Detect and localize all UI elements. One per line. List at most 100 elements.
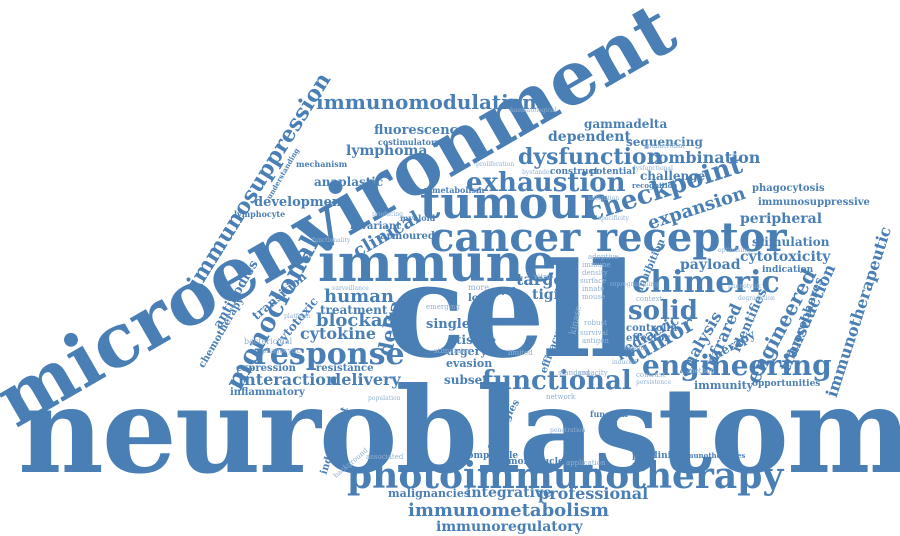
word-immunosuppressive: immunosuppressive	[758, 197, 870, 208]
word-lymphoma: lymphoma	[346, 143, 428, 159]
word-expression: expression	[236, 363, 296, 374]
word-potential: potential	[590, 167, 636, 177]
word-limited: limited	[508, 349, 533, 357]
word-immunotherapies: immunotherapies	[676, 451, 746, 460]
word-lymphocyte: lymphocyte	[234, 209, 286, 219]
word-challenge: challenge	[640, 169, 706, 183]
word-method: method	[688, 367, 715, 375]
word-optimising: optimising	[718, 247, 751, 254]
word-controlin: controlin	[626, 323, 678, 334]
word-surveillance: surveillance	[332, 285, 369, 292]
word-costimulatory: costimulatory	[378, 137, 440, 147]
word-immunometabolism: immunometabolism	[408, 500, 610, 521]
word-peripheral: peripheral	[740, 211, 823, 227]
word-degradation: degradation	[738, 295, 775, 302]
word-antigen: antigen	[582, 337, 609, 345]
word-phenotypic: phenotypic	[728, 283, 762, 290]
word-human: human	[324, 286, 394, 307]
word-producing: producing	[372, 211, 404, 218]
word-surgery: surgery	[440, 345, 487, 358]
word-mononuclear: mononuclear	[508, 457, 575, 467]
word-armoured: armoured	[380, 231, 435, 242]
word-target: target	[516, 270, 571, 289]
word-chimeric: chimeric	[632, 265, 780, 300]
word-immune-small: immune	[582, 261, 611, 269]
word-delivery: delivery	[330, 370, 401, 389]
word-tissue: tissue	[456, 333, 496, 347]
word-mouse: mouse	[582, 293, 606, 301]
word-inflammatory: inflammatory	[230, 387, 305, 398]
word-functional: functional	[482, 366, 632, 396]
word-recognition: recognition	[632, 181, 678, 190]
word-integrative: integrative	[466, 485, 552, 501]
word-platform: platform	[284, 313, 311, 320]
word-robust: robust	[584, 319, 607, 327]
word-preclinical: preclinical	[632, 451, 686, 461]
word-receptor: receptor	[596, 214, 787, 261]
word-survival: survival	[580, 329, 609, 337]
word-evasion: evasion	[446, 357, 493, 370]
word-standard: standard	[558, 369, 590, 377]
word-construct: construct	[550, 167, 599, 177]
word-treatment: treatment	[320, 303, 388, 317]
word-immunoregulatory: immunoregulatory	[436, 519, 583, 535]
word-dysfunctional: dysfunctional	[632, 165, 673, 172]
word-engineering: engineering	[642, 349, 832, 382]
word-tumour: tumour	[420, 178, 604, 229]
word-immunity: immunity	[694, 379, 754, 392]
word-persistence: persistence	[636, 379, 672, 386]
word-cytokine: cytokine	[300, 324, 377, 343]
word-neuroblastoma: neuroblastoma	[18, 361, 900, 500]
word-phagocytosis: phagocytosis	[752, 183, 825, 194]
word-innate: innate	[582, 285, 605, 293]
word-combination: combination	[648, 148, 761, 167]
word-gammadelta: gammadelta	[584, 117, 668, 131]
word-vitro: vitro	[534, 273, 551, 281]
word-opportunities: opportunities	[752, 379, 821, 389]
word-resistance: resistance	[316, 363, 374, 374]
word-function: function	[590, 409, 628, 419]
word-fluorescence: fluorescence	[374, 123, 466, 138]
word-emerging: emerging	[426, 303, 460, 311]
word-cytotoxicity: cytotoxicity	[740, 249, 831, 265]
word-density: density	[582, 269, 608, 277]
word-immunomodulation: immunomodulation	[316, 90, 537, 114]
word-mitigation: mitigation	[588, 195, 620, 202]
word-cancer: cancer	[430, 214, 581, 261]
word-population: population	[368, 395, 401, 402]
word-context: context	[636, 295, 663, 303]
word-sequencing: sequencing	[626, 135, 703, 149]
word-development: development	[254, 195, 348, 210]
word-dysfunction: dysfunction	[518, 144, 663, 170]
word-blockade: blockade	[316, 310, 407, 331]
word-haematological: haematological	[510, 107, 557, 114]
word-response: response	[254, 337, 405, 372]
word-interaction: interaction	[238, 370, 338, 389]
word-novel: novel	[486, 287, 516, 298]
word-bactericidal: bactericidal	[244, 337, 293, 346]
word-solid: solid	[628, 296, 698, 326]
word-induced: induced	[612, 359, 637, 366]
word-associated: associated	[366, 453, 404, 461]
word-local: local	[468, 293, 495, 304]
word-more: more	[468, 283, 489, 292]
word-specificity: specificity	[598, 215, 629, 222]
word-effector: effector	[626, 333, 670, 344]
word-mechanism: mechanism	[296, 159, 348, 169]
word-subset: subset	[444, 373, 488, 387]
word-capacity: capacity	[578, 369, 608, 377]
word-invariant: invariant	[350, 221, 401, 232]
word-antimicrobial: antimicrobial	[644, 143, 685, 150]
word-photoimmunotherapy: photoimmunotherapy	[347, 455, 784, 497]
word-phagocytic: phagocytic	[262, 347, 301, 355]
word-contrast: contrast	[636, 371, 666, 379]
word-professional: professional	[538, 484, 649, 503]
word-immune: immune	[318, 233, 557, 294]
word-surface: surface	[580, 277, 607, 285]
word-myeloid: myeloid	[400, 213, 436, 223]
word-application: application	[566, 459, 606, 467]
word-stimulation: stimulation	[752, 235, 830, 249]
word-reprogramming: reprogramming	[610, 281, 659, 288]
word-dependent: dependent	[548, 129, 631, 145]
